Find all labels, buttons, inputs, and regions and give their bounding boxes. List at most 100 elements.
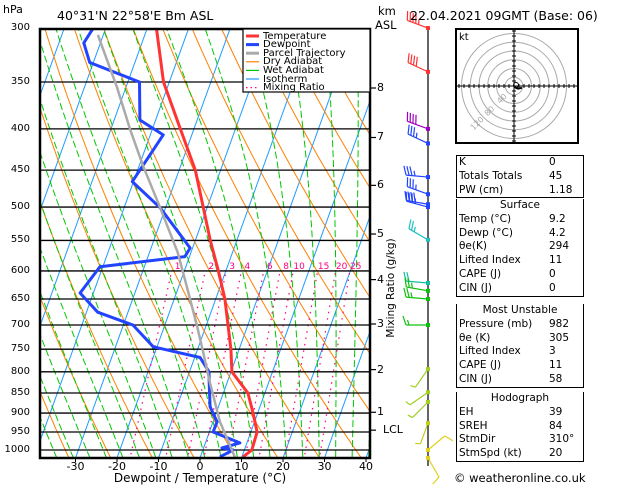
isotherm-line	[282, 214, 370, 458]
wind-barb-staff	[419, 422, 429, 444]
wet-adiabat-line	[132, 29, 255, 458]
wind-barb-dot	[426, 126, 430, 131]
wind-barb-dot	[426, 448, 430, 452]
mixing-ratio-label: 15	[318, 262, 329, 272]
km-tick-label: 2	[377, 362, 384, 376]
dry-adiabat-line	[40, 390, 70, 458]
pressure-tick-label: 650	[10, 293, 30, 304]
x-tick-label: 0	[196, 460, 204, 473]
wind-barb-dot	[426, 455, 430, 460]
wet-adiabat-line	[40, 199, 140, 458]
surface-label: CAPE (J)	[459, 267, 502, 280]
date-title: 22.04.2021 09GMT (Base: 06)	[410, 8, 598, 23]
km-tick-label: LCL	[383, 423, 403, 437]
hodograph-stats-title: Hodograph	[490, 392, 550, 404]
surface-value: 4.2	[549, 226, 566, 239]
temperature-line	[155, 29, 259, 458]
most-unstable-panel: Most Unstable Pressure (mb) 982 θe (K) 305…	[456, 304, 584, 388]
surface-row: Lifted Index 11	[457, 254, 583, 268]
x-tick-label: 20	[276, 460, 290, 473]
index-row: PW (cm) 1.18	[457, 184, 583, 198]
wind-barb-staff	[406, 280, 429, 284]
wind-barb	[406, 111, 430, 131]
surface-row: CIN (J) 0	[457, 282, 583, 296]
wind-barb-flag	[406, 166, 410, 176]
pressure-tick-label: 750	[10, 343, 30, 355]
wind-barb-dot	[426, 192, 430, 197]
wind-barb-flag	[407, 278, 410, 288]
wind-barb-staff	[427, 435, 446, 451]
mu-label: Pressure (mb)	[459, 317, 533, 330]
wind-barb-dot	[426, 367, 430, 372]
mixing-ratio-line	[258, 270, 294, 458]
mixing-ratio-line	[318, 270, 351, 458]
x-tick-label: -10	[149, 460, 168, 473]
wind-barb-staff	[407, 133, 429, 144]
wind-barb-dot	[426, 202, 430, 207]
wind-barb-staff	[409, 391, 429, 406]
mixing-ratio-line	[165, 270, 206, 458]
dry-adiabat-line	[250, 29, 370, 244]
copyright-link[interactable]: © weatheronline.co.uk	[454, 471, 586, 485]
wind-barb-dot	[426, 205, 430, 210]
hodo-label: StmDir	[459, 433, 496, 446]
wet-adiabat-line	[55, 29, 206, 458]
mixing-ratio-line	[244, 270, 281, 458]
pressure-tick-label: 400	[10, 122, 30, 134]
mixing-ratio-label: 20	[336, 262, 348, 272]
legend-item-label: Parcel Trajectory	[263, 47, 346, 59]
surface-label: θe(K)	[459, 240, 487, 253]
wind-barb-dot	[426, 421, 430, 426]
wind-barb-flag	[410, 220, 415, 231]
pressure-tick-label: 1000	[4, 444, 30, 455]
hodograph-storm-marker	[513, 82, 519, 88]
mixing-ratio-line	[227, 270, 265, 458]
pressure-tick-label: 900	[10, 407, 30, 419]
hodo-row: StmDir 310°	[457, 433, 583, 447]
wind-barb-flag	[410, 54, 413, 64]
surface-row: Dewp (°C) 4.2	[457, 227, 583, 241]
wind-barb-half-flag	[406, 319, 410, 326]
dry-adiabat-line	[132, 29, 362, 458]
mu-value: 58	[549, 372, 563, 385]
surface-row: Temp (°C) 9.2	[457, 213, 583, 227]
pressure-tick-label: 850	[10, 387, 30, 399]
km-label: km	[378, 4, 396, 18]
surface-value: 0	[549, 281, 556, 294]
hodo-value: 84	[549, 419, 563, 432]
legend-item-label: Mixing Ratio	[263, 82, 325, 94]
wind-barb-dot	[426, 237, 430, 242]
km-tick-label: 1	[377, 405, 384, 419]
wind-barb	[404, 277, 430, 293]
x-axis-title: Dewpoint / Temperature (°C)	[113, 471, 287, 485]
wind-barb-half-flag	[413, 170, 416, 177]
mu-label: θe (K)	[459, 331, 491, 344]
hodo-value: 39	[549, 405, 563, 418]
index-label: K	[459, 156, 466, 168]
wind-barb-flag	[412, 55, 416, 66]
isotherm-line	[40, 29, 189, 443]
wind-barb	[415, 421, 430, 445]
mu-row: CIN (J) 58	[457, 373, 583, 387]
km-tick-label: 5	[377, 227, 384, 241]
wind-barb-flag	[410, 125, 413, 136]
index-value: 45	[549, 169, 563, 182]
wind-barb-flag	[407, 53, 410, 63]
wind-barb-dot	[426, 26, 430, 31]
dry-adiabat-line	[40, 106, 195, 458]
mixing-ratio-label: 25	[350, 262, 361, 272]
mu-label: Lifted Index	[459, 345, 521, 358]
pressure-tick-label: 500	[10, 201, 30, 213]
wind-barb	[405, 191, 430, 210]
mu-label: CAPE (J)	[459, 359, 502, 372]
dry-adiabat-line	[191, 29, 370, 355]
wind-barb-half-flag	[411, 282, 413, 289]
dry-adiabat-line	[221, 29, 370, 299]
asl-label: ASL	[375, 18, 397, 32]
wind-barb-dot	[426, 281, 430, 286]
wet-adiabat-line	[77, 29, 222, 458]
surface-value: 11	[549, 254, 563, 267]
wind-barb-dot	[426, 390, 430, 395]
location-title: 40°31'N 22°58'E Bm ASL	[57, 8, 214, 23]
